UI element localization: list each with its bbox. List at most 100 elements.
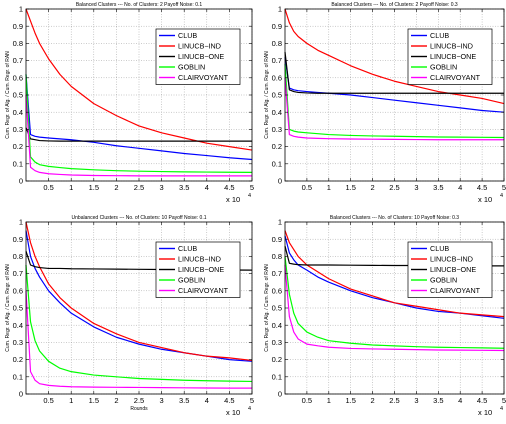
y-tick-label: 0.7 <box>272 269 282 278</box>
y-axis-label: Cum. Regr. of Alg. / Cum. Regr. of RAN <box>5 51 11 139</box>
y-tick-label: 0.2 <box>13 142 23 151</box>
y-tick-label: 0 <box>278 177 282 186</box>
y-tick-label: 0.5 <box>13 304 23 313</box>
x-tick-label: 0.5 <box>302 183 312 192</box>
x-tick-label: 2 <box>371 396 375 405</box>
x-multiplier-label: x 10 <box>478 408 492 417</box>
x-tick-label: 0.5 <box>302 396 312 405</box>
chart-title: Balanced Clusters --- No. of Clusters: 2… <box>331 2 458 8</box>
y-tick-label: 0 <box>19 390 23 399</box>
x-tick-label: 4.5 <box>477 183 487 192</box>
y-tick-label: 0.8 <box>272 252 282 261</box>
x-tick-label: 3.5 <box>433 183 443 192</box>
y-tick-label: 0.1 <box>272 159 282 168</box>
chart-panel-4: 0.5 1 1.5 2 2.5 3 3.5 4 4.5 5 0 0.1 0.2 0.3 0.4 0.5 0.6 0… <box>264 215 506 417</box>
series-line-5 <box>284 264 505 352</box>
x-multiplier-exponent: 4 <box>248 193 251 199</box>
legend-label: GOBLIN <box>430 63 457 72</box>
legend-label: LINUCB−IND <box>430 42 473 51</box>
y-tick-label: 0.9 <box>13 235 23 244</box>
x-tick-label: 4.5 <box>224 183 234 192</box>
y-tick-label: 0.5 <box>272 304 282 313</box>
x-tick-label: 3 <box>414 396 418 405</box>
y-tick-label: 0.3 <box>13 125 23 134</box>
legend-label: GOBLIN <box>178 276 205 285</box>
series-line-4 <box>25 74 253 173</box>
x-tick-label: 2 <box>114 183 118 192</box>
y-axis-label: Cum. Regr. of Alg. / Cum. Regr. of RAN <box>264 264 270 352</box>
series-line-5 <box>284 77 504 141</box>
x-tick-label: 3 <box>414 183 418 192</box>
y-tick-label: 0.8 <box>13 39 23 48</box>
y-tick-label: 0.7 <box>272 56 282 65</box>
x-multiplier-label: x 10 <box>478 195 492 204</box>
x-tick-label: 1.5 <box>89 396 99 405</box>
series-line-2 <box>25 221 253 362</box>
x-tick-label: 2.5 <box>134 183 144 192</box>
y-tick-label: 1 <box>278 5 282 14</box>
series-line-1 <box>284 57 505 113</box>
x-tick-label: 1 <box>327 396 331 405</box>
x-tick-label: 5 <box>250 396 254 405</box>
series-line-2 <box>284 230 505 318</box>
x-tick-label: 2.5 <box>389 183 399 192</box>
y-tick-label: 0.1 <box>272 372 282 381</box>
legend-label: LINUCB−ONE <box>178 52 224 61</box>
y-tick-label: 0.9 <box>272 22 282 31</box>
x-tick-label: 3.5 <box>433 396 443 405</box>
x-tick-label: 1 <box>327 183 331 192</box>
legend-label: GOBLIN <box>430 276 457 285</box>
series-line-3 <box>25 127 252 142</box>
x-tick-label: 4 <box>458 396 462 405</box>
y-tick-label: 0.2 <box>272 355 282 364</box>
x-tick-label: 5 <box>250 183 254 192</box>
x-tick-label: 4 <box>458 183 462 192</box>
legend-label: CLAIRVOYANT <box>430 286 481 295</box>
y-tick-label: 0.2 <box>272 142 282 151</box>
legend-label: CLUB <box>430 31 449 40</box>
y-tick-label: 0.4 <box>13 108 23 117</box>
y-tick-label: 0.8 <box>13 252 23 261</box>
y-tick-label: 0.5 <box>13 91 23 100</box>
x-tick-label: 4 <box>205 396 209 405</box>
legend-label: CLUB <box>178 31 197 40</box>
y-tick-label: 0.4 <box>272 108 282 117</box>
legend-label: CLAIRVOYANT <box>430 73 481 82</box>
x-tick-label: 4 <box>205 183 209 192</box>
y-axis-label: Cum. Regr. of Alg. / Cum. Regr. of RAN <box>264 51 270 139</box>
legend-label: CLAIRVOYANT <box>178 73 229 82</box>
series-line-5 <box>25 290 252 389</box>
y-tick-label: 0.3 <box>272 338 282 347</box>
x-tick-label: 1.5 <box>89 183 99 192</box>
y-tick-label: 0.2 <box>13 355 23 364</box>
x-tick-label: 3.5 <box>179 183 189 192</box>
x-tick-label: 5 <box>502 396 506 405</box>
legend-label: LINUCB−IND <box>178 255 221 264</box>
x-multiplier-label: x 10 <box>226 408 240 417</box>
chart-title: Unbalanced Clusters --- No. of Clusters:… <box>72 215 207 221</box>
x-tick-label: 2 <box>371 183 375 192</box>
chart-panel-2: 0.5 1 1.5 2 2.5 3 3.5 4 4.5 5 0 0.1 0.2 0.3 0.4 0.5 0.6 0… <box>264 2 506 204</box>
y-tick-label: 0.8 <box>272 39 282 48</box>
x-axis-label: Rounds <box>130 406 148 412</box>
legend-label: CLUB <box>430 244 449 253</box>
x-multiplier-exponent: 4 <box>248 406 251 412</box>
y-tick-label: 0.6 <box>272 286 282 295</box>
x-tick-label: 1.5 <box>345 396 355 405</box>
chart-panel-1: 0.5 1 1.5 2 2.5 3 3.5 4 4.5 5 0 0.1 0.2 0.3 0.4 0.5 0.6 0… <box>5 2 254 204</box>
y-tick-label: 0.7 <box>13 269 23 278</box>
y-tick-label: 0.7 <box>13 56 23 65</box>
y-tick-label: 0.5 <box>272 91 282 100</box>
y-tick-label: 0.6 <box>13 286 23 295</box>
y-tick-label: 0.4 <box>13 321 23 330</box>
y-tick-label: 0.1 <box>13 159 23 168</box>
series-line-1 <box>25 74 253 161</box>
x-tick-label: 2 <box>114 396 118 405</box>
x-tick-label: 1 <box>69 183 73 192</box>
legend-label: LINUCB−ONE <box>430 265 476 274</box>
